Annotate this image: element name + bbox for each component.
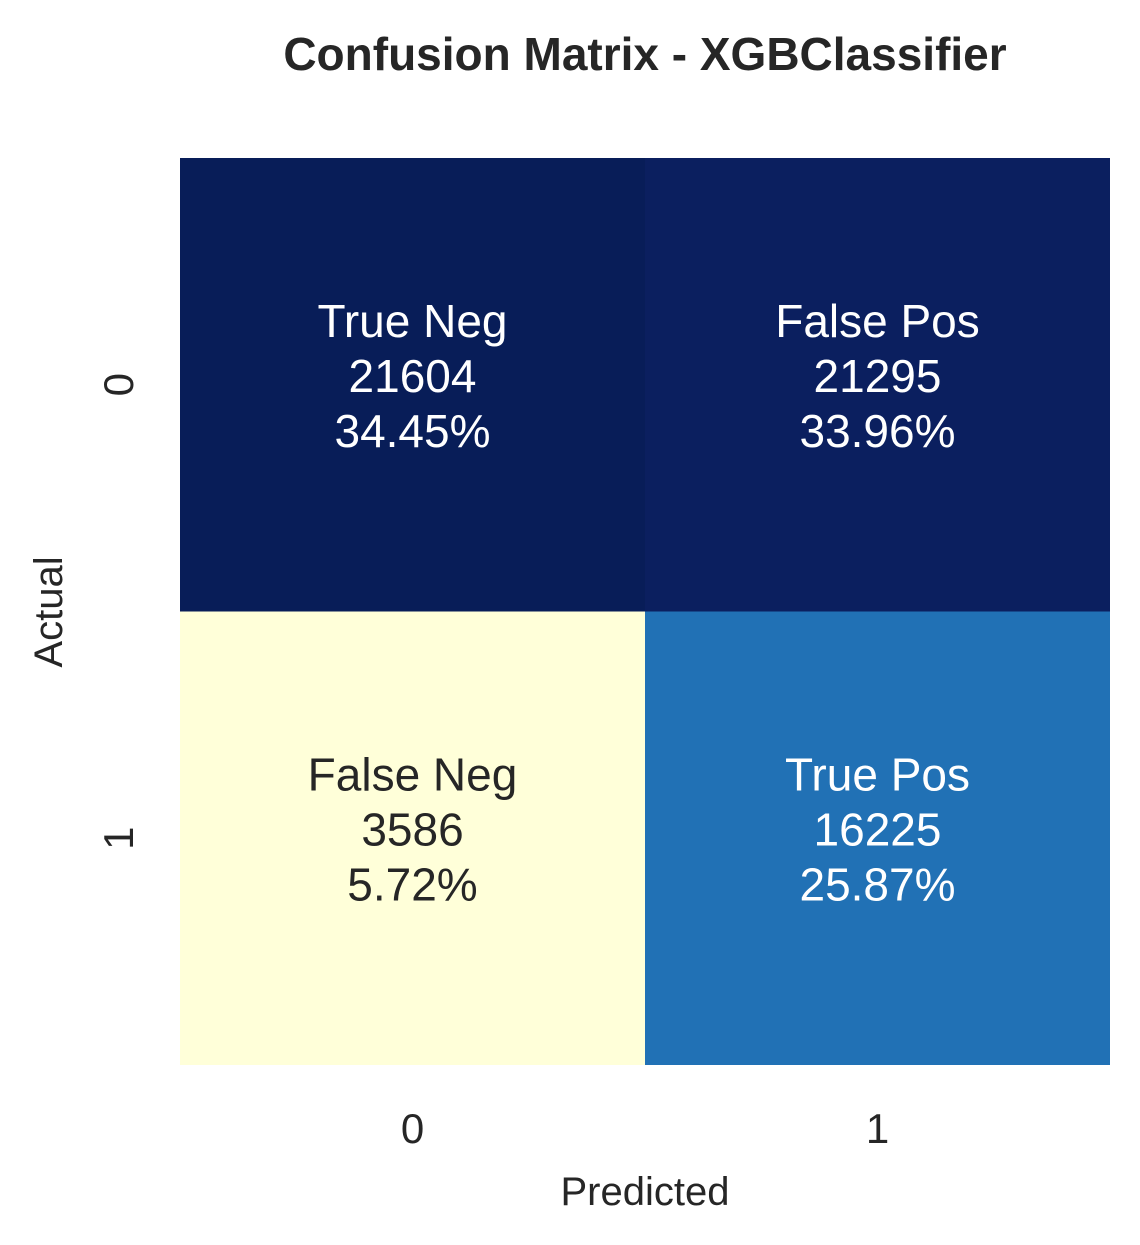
heatmap-cell — [180, 611, 645, 1065]
cell-name-label: True Neg — [317, 295, 507, 347]
cell-count-label: 3586 — [361, 803, 463, 855]
x-tick-label: 0 — [401, 1105, 424, 1152]
cell-percent-label: 25.87% — [799, 858, 955, 910]
y-axis-label: Actual — [27, 556, 71, 667]
cell-name-label: True Pos — [785, 748, 970, 800]
cell-name-label: False Pos — [775, 295, 980, 347]
cell-percent-label: 5.72% — [347, 858, 477, 910]
heatmap-cell — [645, 611, 1110, 1065]
heatmap-cell — [645, 158, 1110, 612]
y-tick-labels: 01 — [95, 373, 142, 850]
cell-name-label: False Neg — [308, 748, 518, 800]
chart-title: Confusion Matrix - XGBClassifier — [283, 28, 1006, 80]
y-tick-label: 0 — [95, 373, 142, 396]
cell-count-label: 16225 — [814, 803, 942, 855]
heatmap-cell — [180, 158, 645, 612]
cell-count-label: 21604 — [349, 350, 477, 402]
cell-count-label: 21295 — [814, 350, 942, 402]
x-tick-label: 1 — [866, 1105, 889, 1152]
cell-percent-label: 34.45% — [334, 405, 490, 457]
y-tick-label: 1 — [95, 827, 142, 850]
x-axis-label: Predicted — [561, 1170, 730, 1214]
cell-percent-label: 33.96% — [799, 405, 955, 457]
